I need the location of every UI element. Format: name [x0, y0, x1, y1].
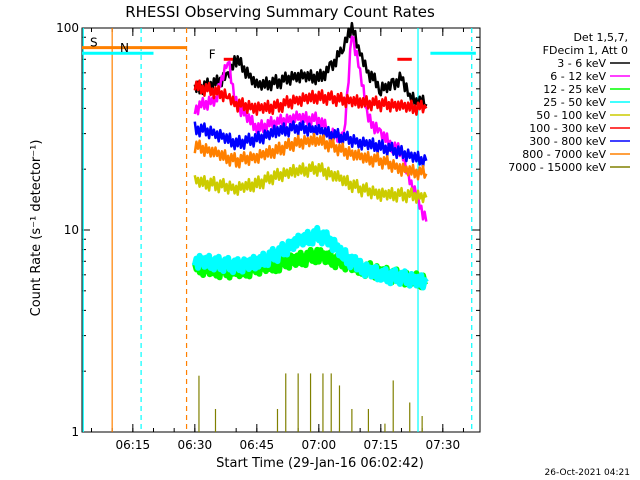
y-tick-label: 100 [56, 21, 79, 35]
y-axis-label: Count Rate (s⁻¹ detector⁻¹) [29, 140, 44, 317]
chart-title: RHESSI Observing Summary Count Rates [125, 3, 435, 21]
x-tick-label: 07:00 [302, 438, 337, 452]
y-tick-label: 1 [71, 425, 79, 439]
flag-label-n: N [120, 41, 129, 55]
legend-header: Det 1,5,7,FDecim 1, Att 0 [543, 31, 628, 57]
legend-entry-label: 50 - 100 keV [536, 109, 606, 122]
legend-entry-label: 800 - 7000 keV [522, 148, 606, 161]
legend-entry-label: 6 - 12 keV [550, 70, 606, 83]
legend-entry-label: 12 - 25 keV [543, 83, 606, 96]
series-line-100-300 [193, 79, 428, 116]
y-tick-label: 10 [64, 223, 79, 237]
series-line-50-100 [193, 161, 428, 204]
x-tick-label: 06:45 [240, 438, 275, 452]
series-line-6-12 [193, 35, 428, 222]
legend-entry-label: 300 - 800 keV [529, 135, 606, 148]
x-tick-label: 06:15 [116, 438, 151, 452]
legend-entry-label: 100 - 300 keV [529, 122, 606, 135]
x-tick-label: 07:30 [426, 438, 461, 452]
x-tick-label: 06:30 [178, 438, 213, 452]
x-axis-label: Start Time (29-Jan-16 06:02:42) [216, 456, 424, 471]
x-tick-label: 07:15 [364, 438, 399, 452]
legend-header-line: Det 1,5,7, [573, 31, 628, 44]
legend-entry-label: 25 - 50 keV [543, 96, 606, 109]
legend-header-line: FDecim 1, Att 0 [543, 44, 628, 57]
series-line-3-6 [193, 21, 428, 110]
series-line-300-800 [193, 120, 428, 169]
footer-timestamp: 26-Oct-2021 04:21 [545, 468, 630, 478]
flag-label-f: F [209, 47, 216, 61]
plot-area: 06:15 06:30 06:45 07:00 07:15 07:30 1 10 100 S N F [56, 21, 481, 452]
legend-entry-label: 3 - 6 keV [557, 57, 606, 70]
legend-entry-label: 7000 - 15000 keV [508, 161, 606, 174]
series-line-800-7000 [193, 132, 428, 181]
series-line-25-50 [191, 224, 429, 291]
flag-label-s: S [90, 36, 98, 50]
